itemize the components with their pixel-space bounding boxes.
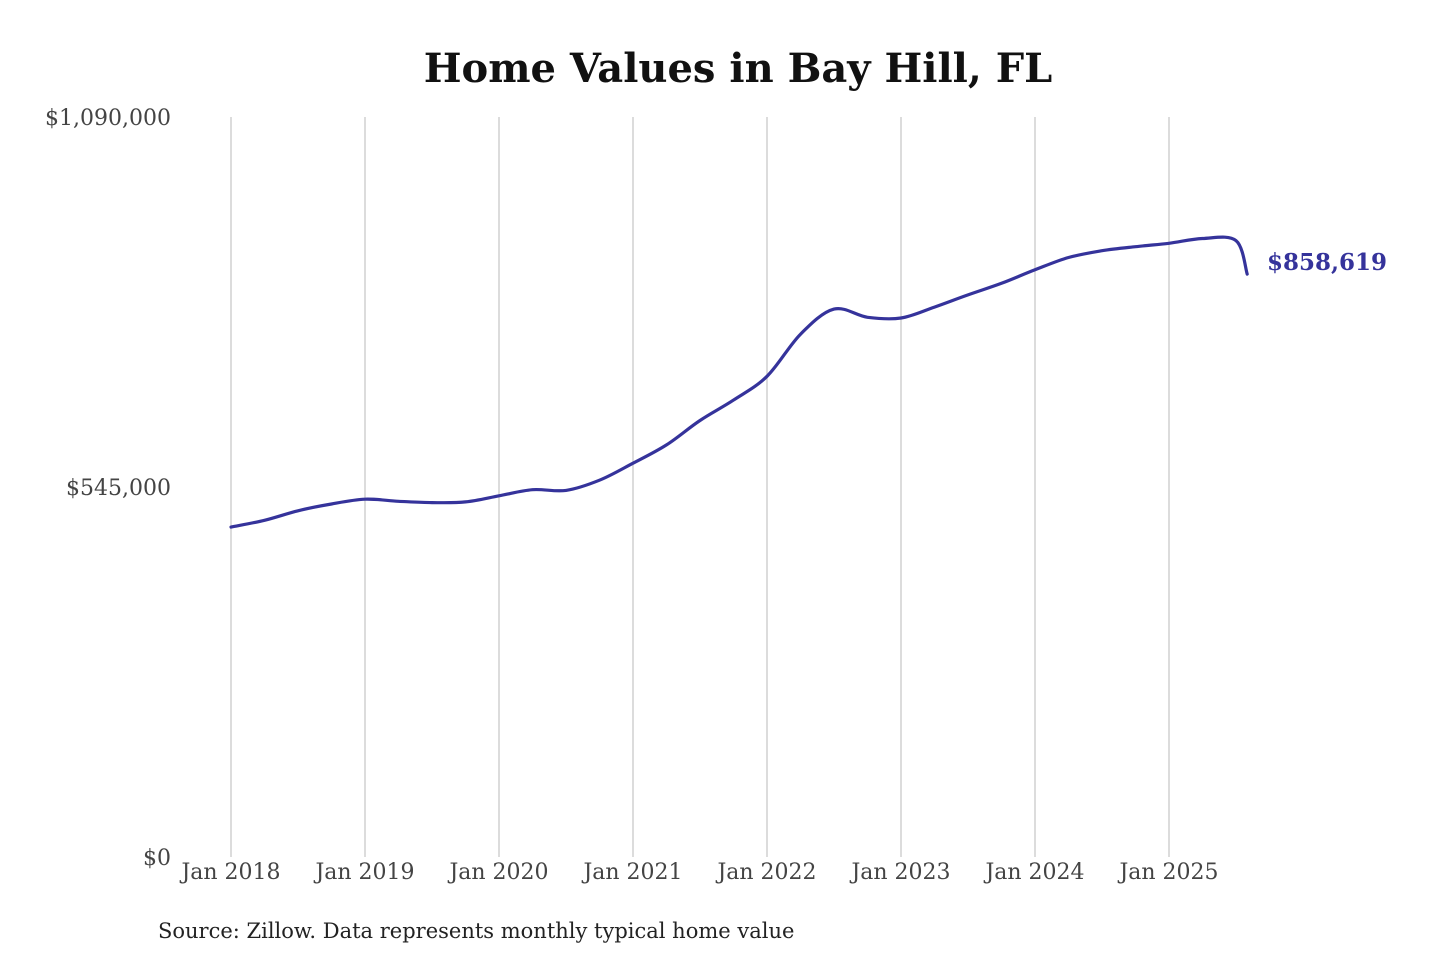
source-note: Source: Zillow. Data represents monthly … xyxy=(158,919,794,943)
end-value-label: $858,619 xyxy=(1267,249,1387,276)
x-tick-label: Jan 2025 xyxy=(1117,860,1218,885)
chart-title: Home Values in Bay Hill, FL xyxy=(424,45,1052,92)
y-tick-label: $0 xyxy=(143,846,171,871)
series-line xyxy=(229,235,1249,529)
x-tick-label: Jan 2023 xyxy=(849,860,950,885)
x-tick-label: Jan 2018 xyxy=(179,860,280,885)
x-tick-label: Jan 2022 xyxy=(715,860,816,885)
x-tick-label: Jan 2020 xyxy=(447,860,548,885)
gridlines xyxy=(230,117,1170,857)
x-tick-label: Jan 2024 xyxy=(983,860,1084,885)
y-axis-tick-labels: $0 $545,000 $1,090,000 xyxy=(45,106,171,871)
y-tick-label: $545,000 xyxy=(66,476,171,501)
x-tick-label: Jan 2021 xyxy=(581,860,682,885)
x-axis-tick-labels: Jan 2018 Jan 2019 Jan 2020 Jan 2021 Jan 2022… xyxy=(179,860,1218,885)
x-tick-label: Jan 2019 xyxy=(313,860,414,885)
y-tick-label: $1,090,000 xyxy=(45,106,171,131)
